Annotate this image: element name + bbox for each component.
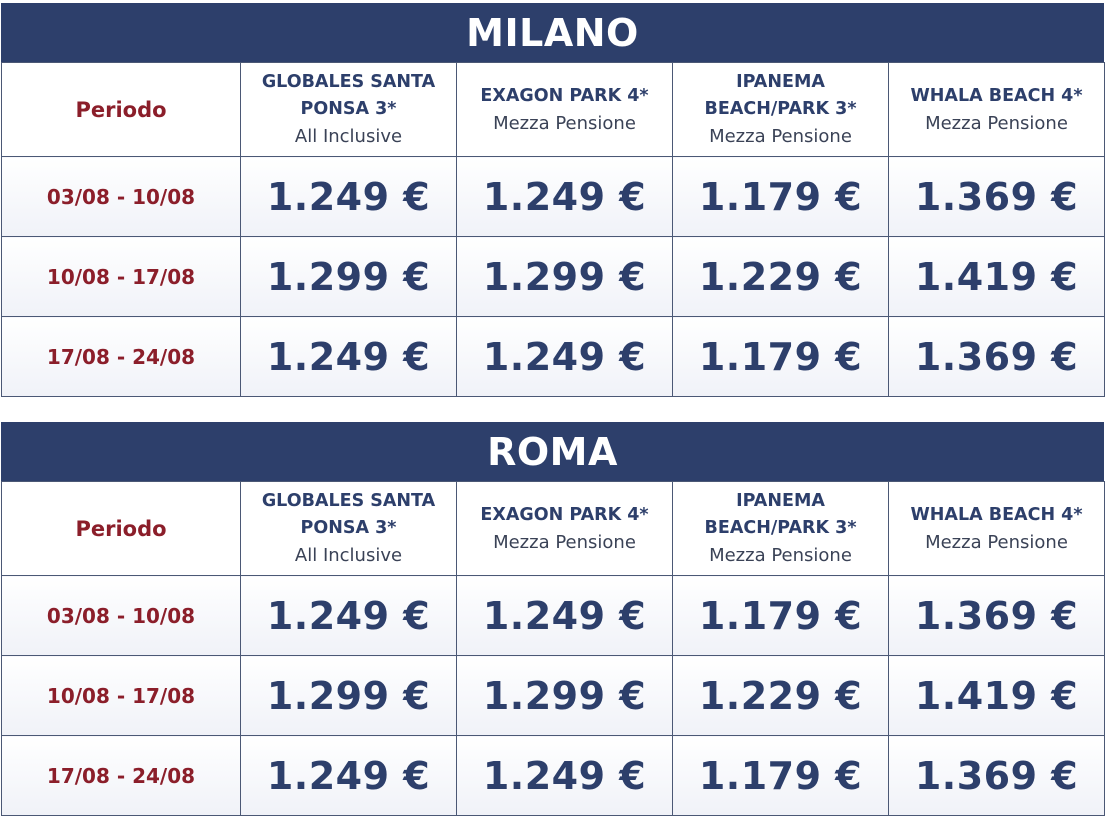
price-cell: 1.249 € bbox=[456, 316, 673, 397]
hotel-name: BEACH/PARK 3* bbox=[704, 518, 857, 538]
price-cell: 1.249 € bbox=[240, 735, 457, 816]
hotel-name: EXAGON PARK 4* bbox=[480, 85, 649, 106]
period-cell: 17/08 - 24/08 bbox=[1, 735, 241, 816]
hotel-name: PONSA 3* bbox=[300, 518, 397, 538]
hotel-name: PONSA 3* bbox=[300, 99, 397, 119]
price-cell: 1.369 € bbox=[888, 735, 1105, 816]
board-type: All Inclusive bbox=[294, 126, 403, 147]
table-header-row: Periodo GLOBALES SANTA PONSA 3* All Incl… bbox=[1, 481, 1105, 576]
hotel-column-header: EXAGON PARK 4* Mezza Pensione bbox=[456, 481, 673, 576]
hotel-name: GLOBALES SANTA bbox=[261, 491, 436, 511]
board-type: Mezza Pensione bbox=[925, 531, 1068, 553]
board-type: All Inclusive bbox=[294, 545, 403, 566]
price-cell: 1.249 € bbox=[456, 156, 673, 237]
hotel-name: WHALA BEACH 4* bbox=[910, 85, 1083, 106]
price-cell: 1.249 € bbox=[240, 156, 457, 237]
roma-price-table: Periodo GLOBALES SANTA PONSA 3* All Incl… bbox=[1, 481, 1105, 816]
price-cell: 1.299 € bbox=[240, 236, 457, 317]
price-cell: 1.369 € bbox=[888, 316, 1105, 397]
board-type: Mezza Pensione bbox=[493, 531, 636, 553]
board-type: Mezza Pensione bbox=[709, 126, 852, 147]
hotel-column-header: WHALA BEACH 4* Mezza Pensione bbox=[888, 481, 1105, 576]
hotel-column-header: IPANEMA BEACH/PARK 3* Mezza Pensione bbox=[672, 62, 889, 157]
price-cell: 1.179 € bbox=[672, 735, 889, 816]
period-cell: 03/08 - 10/08 bbox=[1, 575, 241, 656]
hotel-name: IPANEMA bbox=[736, 491, 825, 511]
board-type: Mezza Pensione bbox=[925, 112, 1068, 134]
hotel-column-header: WHALA BEACH 4* Mezza Pensione bbox=[888, 62, 1105, 157]
hotel-name: GLOBALES SANTA bbox=[261, 72, 436, 92]
period-cell: 10/08 - 17/08 bbox=[1, 236, 241, 317]
hotel-name: EXAGON PARK 4* bbox=[480, 504, 649, 525]
city-title-milano: MILANO bbox=[1, 3, 1104, 62]
hotel-name: IPANEMA bbox=[736, 72, 825, 92]
table-row: 17/08 - 24/08 1.249 € 1.249 € 1.179 € 1.… bbox=[1, 735, 1105, 816]
price-cell: 1.229 € bbox=[672, 655, 889, 736]
table-row: 10/08 - 17/08 1.299 € 1.299 € 1.229 € 1.… bbox=[1, 655, 1105, 736]
hotel-name: BEACH/PARK 3* bbox=[704, 99, 857, 119]
period-column-header: Periodo bbox=[1, 62, 241, 157]
price-cell: 1.369 € bbox=[888, 156, 1105, 237]
table-row: 03/08 - 10/08 1.249 € 1.249 € 1.179 € 1.… bbox=[1, 575, 1105, 656]
hotel-column-header: IPANEMA BEACH/PARK 3* Mezza Pensione bbox=[672, 481, 889, 576]
period-cell: 03/08 - 10/08 bbox=[1, 156, 241, 237]
price-cell: 1.179 € bbox=[672, 575, 889, 656]
price-cell: 1.249 € bbox=[456, 735, 673, 816]
hotel-column-header: EXAGON PARK 4* Mezza Pensione bbox=[456, 62, 673, 157]
price-cell: 1.179 € bbox=[672, 316, 889, 397]
city-title-roma: ROMA bbox=[1, 422, 1104, 481]
table-row: 17/08 - 24/08 1.249 € 1.249 € 1.179 € 1.… bbox=[1, 316, 1105, 397]
hotel-column-header: GLOBALES SANTA PONSA 3* All Inclusive bbox=[240, 481, 457, 576]
price-cell: 1.249 € bbox=[240, 316, 457, 397]
price-cell: 1.179 € bbox=[672, 156, 889, 237]
table-header-row: Periodo GLOBALES SANTA PONSA 3* All Incl… bbox=[1, 62, 1105, 157]
period-column-header: Periodo bbox=[1, 481, 241, 576]
price-cell: 1.249 € bbox=[240, 575, 457, 656]
price-cell: 1.419 € bbox=[888, 655, 1105, 736]
table-row: 03/08 - 10/08 1.249 € 1.249 € 1.179 € 1.… bbox=[1, 156, 1105, 237]
board-type: Mezza Pensione bbox=[493, 112, 636, 134]
price-cell: 1.299 € bbox=[456, 236, 673, 317]
roma-price-block: ROMA Periodo GLOBALES SANTA PONSA 3* All… bbox=[1, 422, 1105, 816]
board-type: Mezza Pensione bbox=[709, 545, 852, 566]
price-cell: 1.229 € bbox=[672, 236, 889, 317]
period-cell: 17/08 - 24/08 bbox=[1, 316, 241, 397]
hotel-column-header: GLOBALES SANTA PONSA 3* All Inclusive bbox=[240, 62, 457, 157]
hotel-name: WHALA BEACH 4* bbox=[910, 504, 1083, 525]
price-cell: 1.369 € bbox=[888, 575, 1105, 656]
price-cell: 1.299 € bbox=[240, 655, 457, 736]
milano-price-block: MILANO Periodo GLOBALES SANTA PONSA 3* A… bbox=[1, 3, 1105, 397]
price-cell: 1.299 € bbox=[456, 655, 673, 736]
table-row: 10/08 - 17/08 1.299 € 1.299 € 1.229 € 1.… bbox=[1, 236, 1105, 317]
price-cell: 1.249 € bbox=[456, 575, 673, 656]
milano-price-table: Periodo GLOBALES SANTA PONSA 3* All Incl… bbox=[1, 62, 1105, 397]
period-cell: 10/08 - 17/08 bbox=[1, 655, 241, 736]
price-cell: 1.419 € bbox=[888, 236, 1105, 317]
